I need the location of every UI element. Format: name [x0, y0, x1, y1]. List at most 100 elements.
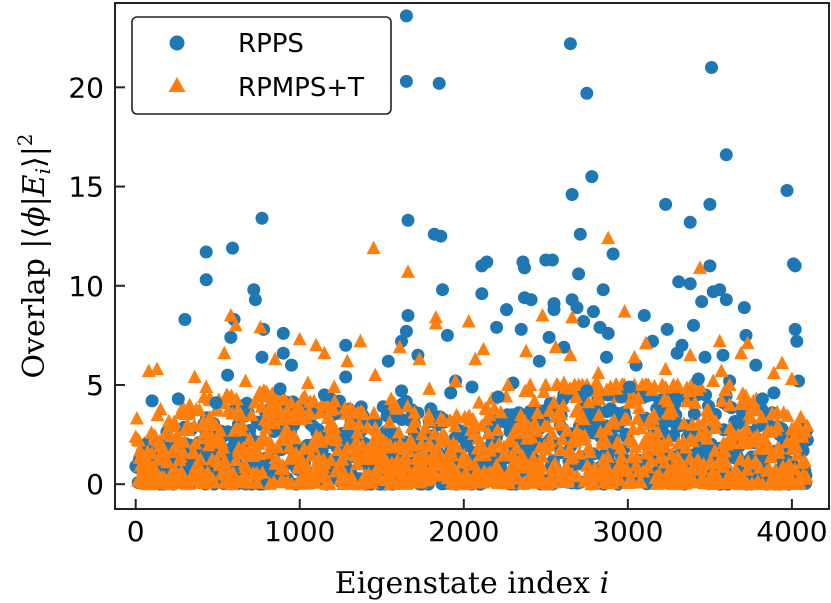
rpmps-t-point: [307, 393, 322, 408]
rpmps-t-point: [490, 422, 505, 436]
rpps-point: [276, 326, 290, 340]
rpmps-t-point: [418, 420, 433, 434]
rpps-point: [755, 392, 769, 406]
rpmps-t-point: [607, 413, 622, 427]
rpmps-t-point: [366, 240, 381, 255]
rpmps-t-point: [169, 440, 184, 454]
rpmps-t-point: [327, 393, 342, 408]
rpps-point: [580, 86, 594, 100]
rpmps-t-point: [535, 449, 550, 463]
rpmps-t-point: [565, 310, 580, 324]
rpmps-t-point: [193, 451, 208, 466]
rpmps-t-point: [546, 395, 561, 409]
rpmps-t-point: [545, 474, 560, 489]
rpmps-t-point: [739, 421, 754, 435]
rpmps-t-point: [216, 440, 231, 454]
rpmps-t-point: [352, 416, 367, 431]
rpps-point: [695, 295, 709, 309]
rpmps-t-point: [382, 414, 397, 429]
rpmps-t-point: [788, 461, 802, 476]
rpmps-t-point: [581, 394, 596, 409]
rpmps-t-point: [238, 459, 253, 473]
rpmps-t-point: [400, 398, 415, 413]
rpmps-t-point: [270, 439, 285, 454]
rpmps-t-point: [683, 347, 698, 362]
rpps-point: [698, 350, 712, 364]
rpps-point: [600, 350, 613, 364]
rpmps-t-point: [599, 434, 614, 448]
rpmps-t-point: [322, 476, 337, 491]
rpmps-t-point: [676, 416, 691, 430]
rpmps-t-point: [770, 418, 785, 432]
rpmps-t-point: [784, 371, 799, 385]
rpps-point: [719, 293, 733, 307]
rpmps-t-point: [571, 400, 586, 414]
rpmps-t-point: [617, 304, 632, 318]
legend-marker-rpmps-t: [168, 77, 186, 92]
rpps-point: [178, 313, 192, 326]
rpmps-t-point: [186, 445, 201, 460]
rpmps-t-point: [523, 377, 538, 391]
rpmps-t-point: [446, 459, 461, 474]
rpmps-t-point: [624, 472, 639, 487]
rpmps-t-point: [438, 432, 453, 446]
rpps-point: [518, 261, 531, 275]
rpps-point: [788, 322, 802, 336]
rpmps-t-point: [527, 415, 542, 430]
rpps-point: [585, 170, 599, 184]
rpmps-t-point: [187, 369, 202, 383]
rpps-point: [248, 293, 262, 307]
rpmps-t-point: [314, 434, 329, 448]
x-tick-label: 4000: [756, 515, 827, 548]
rpmps-t-point: [177, 434, 192, 448]
rpmps-t-point: [235, 417, 250, 431]
rpmps-t-point: [288, 430, 303, 445]
rpps-point: [276, 346, 290, 360]
rpmps-t-point: [292, 331, 307, 346]
rpps-point: [780, 184, 794, 197]
rpps-point: [199, 273, 213, 287]
rpmps-t-point: [174, 464, 189, 478]
rpmps-t-point: [412, 351, 427, 366]
rpmps-t-point: [327, 420, 342, 434]
rpmps-t-point: [556, 398, 571, 412]
rpps-point: [606, 247, 620, 261]
y-tick-label: 15: [68, 171, 104, 204]
rpmps-t-point: [592, 407, 606, 422]
rpmps-t-point: [661, 393, 676, 408]
rpmps-t-point: [303, 406, 318, 420]
rpmps-t-point: [556, 375, 571, 389]
rpmps-t-point: [780, 408, 795, 422]
rpps-point: [545, 253, 559, 267]
rpps-point: [339, 370, 353, 384]
rpps-point: [436, 283, 449, 297]
rpps-point: [255, 211, 269, 225]
rpmps-t-point: [763, 449, 778, 463]
rpmps-t-point: [349, 456, 364, 471]
rpps-point: [719, 148, 733, 162]
rpmps-t-point: [600, 449, 615, 463]
rpmps-t-point: [754, 409, 769, 424]
highlighted-points-layer: [141, 9, 805, 410]
rpmps-t-point: [267, 415, 282, 430]
rpmps-t-point: [514, 425, 529, 439]
rpmps-t-point: [582, 444, 597, 459]
rpmps-t-point: [268, 351, 283, 366]
plot-frame: [114, 2, 830, 510]
rpps-point: [687, 318, 700, 332]
rpmps-t-point: [448, 373, 463, 387]
rpmps-t-point: [407, 405, 422, 419]
rpmps-t-point: [592, 392, 607, 406]
rpmps-t-point: [408, 414, 423, 428]
rpmps-t-point: [548, 339, 563, 354]
rpmps-t-point: [329, 432, 344, 447]
rpmps-t-point: [712, 333, 727, 348]
rpps-point: [737, 301, 751, 315]
rpmps-t-point: [299, 458, 314, 472]
rpmps-t-point: [213, 423, 228, 437]
rpps-point: [145, 394, 159, 408]
rpps-point: [739, 328, 753, 342]
rpps-point: [381, 354, 395, 368]
rpmps-t-point: [722, 397, 737, 412]
rpps-point: [596, 283, 610, 297]
